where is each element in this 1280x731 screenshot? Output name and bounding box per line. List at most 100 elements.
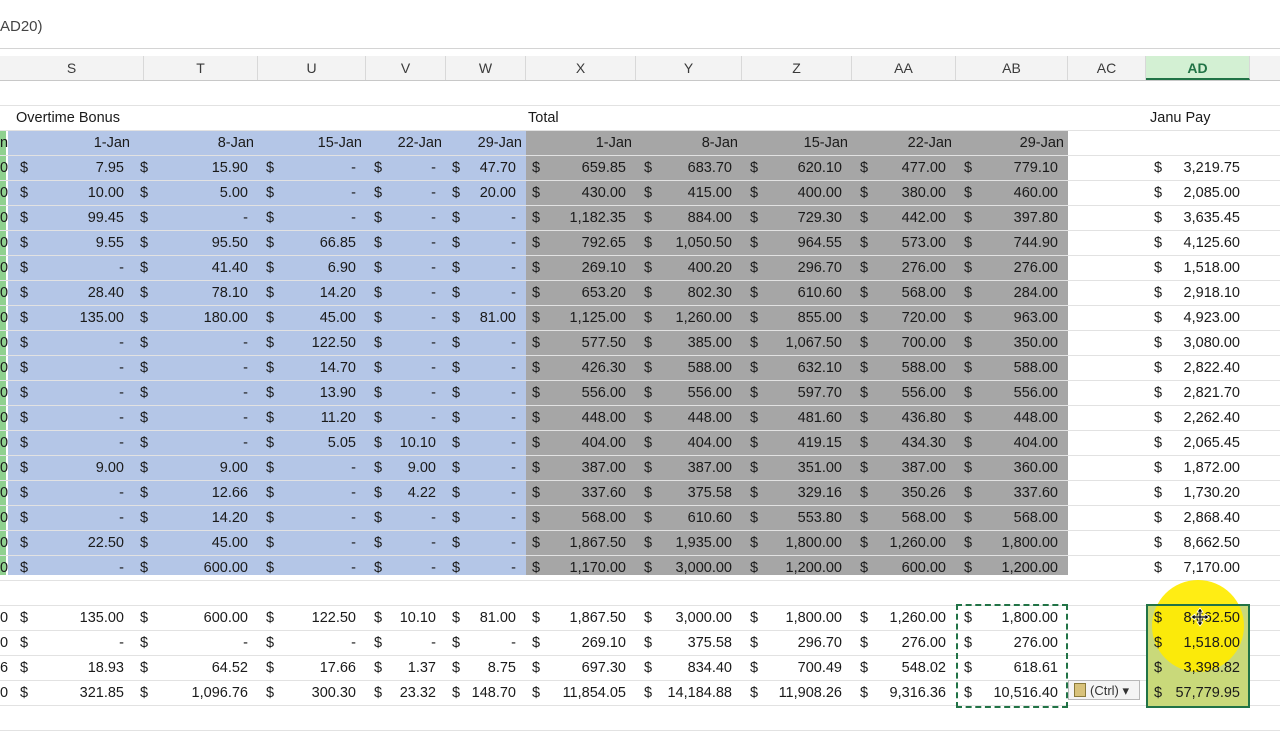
bonus-value: 135.00 — [79, 610, 124, 626]
bonus-value: 45.00 — [319, 310, 356, 326]
bonus-date-header: 8-Jan — [217, 135, 254, 151]
bonus-value: 122.50 — [311, 610, 356, 626]
bonus-value: 600.00 — [203, 560, 248, 576]
total-value: 426.30 — [581, 360, 626, 376]
bonus-value: - — [351, 635, 356, 651]
total-value: 419.15 — [797, 435, 842, 451]
currency-symbol: $ — [750, 535, 759, 551]
bonus-value: - — [243, 335, 248, 351]
column-header-v[interactable]: V — [366, 56, 446, 80]
column-header-ab[interactable]: AB — [956, 56, 1068, 80]
currency-symbol: $ — [532, 435, 541, 451]
currency-symbol: $ — [266, 210, 275, 226]
currency-symbol: $ — [860, 385, 869, 401]
formula-text[interactable]: AD20) — [0, 18, 43, 35]
currency-symbol: $ — [374, 210, 383, 226]
formula-bar[interactable]: AD20) — [0, 0, 1280, 49]
column-header-y[interactable]: Y — [636, 56, 742, 80]
total-value: 337.60 — [581, 485, 626, 501]
total-value: 556.00 — [901, 385, 946, 401]
total-value: 855.00 — [797, 310, 842, 326]
total-value: 415.00 — [687, 185, 732, 201]
janu-pay-value: 3,080.00 — [1183, 335, 1240, 351]
currency-symbol: $ — [374, 235, 383, 251]
selected-range-ad[interactable] — [1146, 604, 1250, 708]
janu-pay-value: 2,262.40 — [1183, 410, 1240, 426]
currency-symbol: $ — [266, 285, 275, 301]
spreadsheet-grid[interactable]: Overtime Bonus Total Janu Pay n 1-Jan 8-Jan 15… — [0, 81, 1280, 731]
left-clipped-value: 0 — [0, 360, 9, 376]
bonus-value: 13.90 — [319, 385, 356, 401]
currency-symbol: $ — [964, 535, 973, 551]
currency-symbol: $ — [452, 385, 461, 401]
left-clipped-value: 0 — [0, 335, 9, 351]
currency-symbol: $ — [374, 510, 383, 526]
currency-symbol: $ — [452, 410, 461, 426]
currency-symbol: $ — [1154, 385, 1163, 401]
currency-symbol: $ — [374, 635, 383, 651]
currency-symbol: $ — [140, 485, 149, 501]
bonus-value: - — [511, 560, 516, 576]
column-header-ad[interactable]: AD — [1146, 56, 1250, 80]
bonus-value: - — [431, 185, 436, 201]
currency-symbol: $ — [1154, 185, 1163, 201]
column-header-t[interactable]: T — [144, 56, 258, 80]
currency-symbol: $ — [452, 185, 461, 201]
column-header-z[interactable]: Z — [742, 56, 852, 80]
column-header-x[interactable]: X — [526, 56, 636, 80]
janu-pay-value: 2,868.40 — [1183, 510, 1240, 526]
currency-symbol: $ — [374, 360, 383, 376]
currency-symbol: $ — [452, 360, 461, 376]
currency-symbol: $ — [750, 260, 759, 276]
bonus-value: - — [511, 510, 516, 526]
column-header-u[interactable]: U — [258, 56, 366, 80]
gridline — [0, 605, 1280, 606]
bonus-value: 600.00 — [203, 610, 248, 626]
left-clipped-value: 0 — [0, 235, 9, 251]
currency-symbol: $ — [374, 260, 383, 276]
janu-pay-value: 2,918.10 — [1183, 285, 1240, 301]
column-header-w[interactable]: W — [446, 56, 526, 80]
currency-symbol: $ — [644, 210, 653, 226]
bonus-value: 17.66 — [319, 660, 356, 676]
currency-symbol: $ — [1154, 435, 1163, 451]
total-value: 375.58 — [687, 485, 732, 501]
currency-symbol: $ — [20, 685, 29, 701]
bonus-date-header: 1-Jan — [93, 135, 130, 151]
left-clipped-value: 0 — [0, 285, 9, 301]
total-value: 387.00 — [901, 460, 946, 476]
currency-symbol: $ — [140, 260, 149, 276]
column-header-ac[interactable]: AC — [1068, 56, 1146, 80]
gridline — [0, 280, 1280, 281]
total-value: 400.20 — [687, 260, 732, 276]
column-header-aa[interactable]: AA — [852, 56, 956, 80]
total-date-header: 15-Jan — [803, 135, 848, 151]
total-value: 430.00 — [581, 185, 626, 201]
total-value: 588.00 — [901, 360, 946, 376]
total-value: 481.60 — [797, 410, 842, 426]
total-date-header: 29-Jan — [1019, 135, 1064, 151]
currency-symbol: $ — [532, 535, 541, 551]
currency-symbol: $ — [964, 660, 973, 676]
currency-symbol: $ — [20, 385, 29, 401]
total-value: 337.60 — [1013, 485, 1058, 501]
currency-symbol: $ — [964, 335, 973, 351]
bonus-value: - — [511, 335, 516, 351]
currency-symbol: $ — [964, 635, 973, 651]
bonus-value: 9.00 — [219, 460, 248, 476]
total-value: 442.00 — [901, 210, 946, 226]
column-header-s[interactable]: S — [0, 56, 144, 80]
overtime-bonus-label: Overtime Bonus — [16, 110, 120, 126]
gridline — [0, 255, 1280, 256]
janu-pay-value: 1,518.00 — [1183, 260, 1240, 276]
bonus-value: - — [351, 210, 356, 226]
bonus-value: - — [119, 560, 124, 576]
janu-pay-value: 3,219.75 — [1183, 160, 1240, 176]
currency-symbol: $ — [20, 535, 29, 551]
bonus-value: 5.05 — [327, 435, 356, 451]
paste-options-button[interactable]: (Ctrl) ▾ — [1068, 680, 1140, 700]
currency-symbol: $ — [750, 160, 759, 176]
currency-symbol: $ — [964, 310, 973, 326]
currency-symbol: $ — [452, 160, 461, 176]
bonus-value: - — [431, 410, 436, 426]
